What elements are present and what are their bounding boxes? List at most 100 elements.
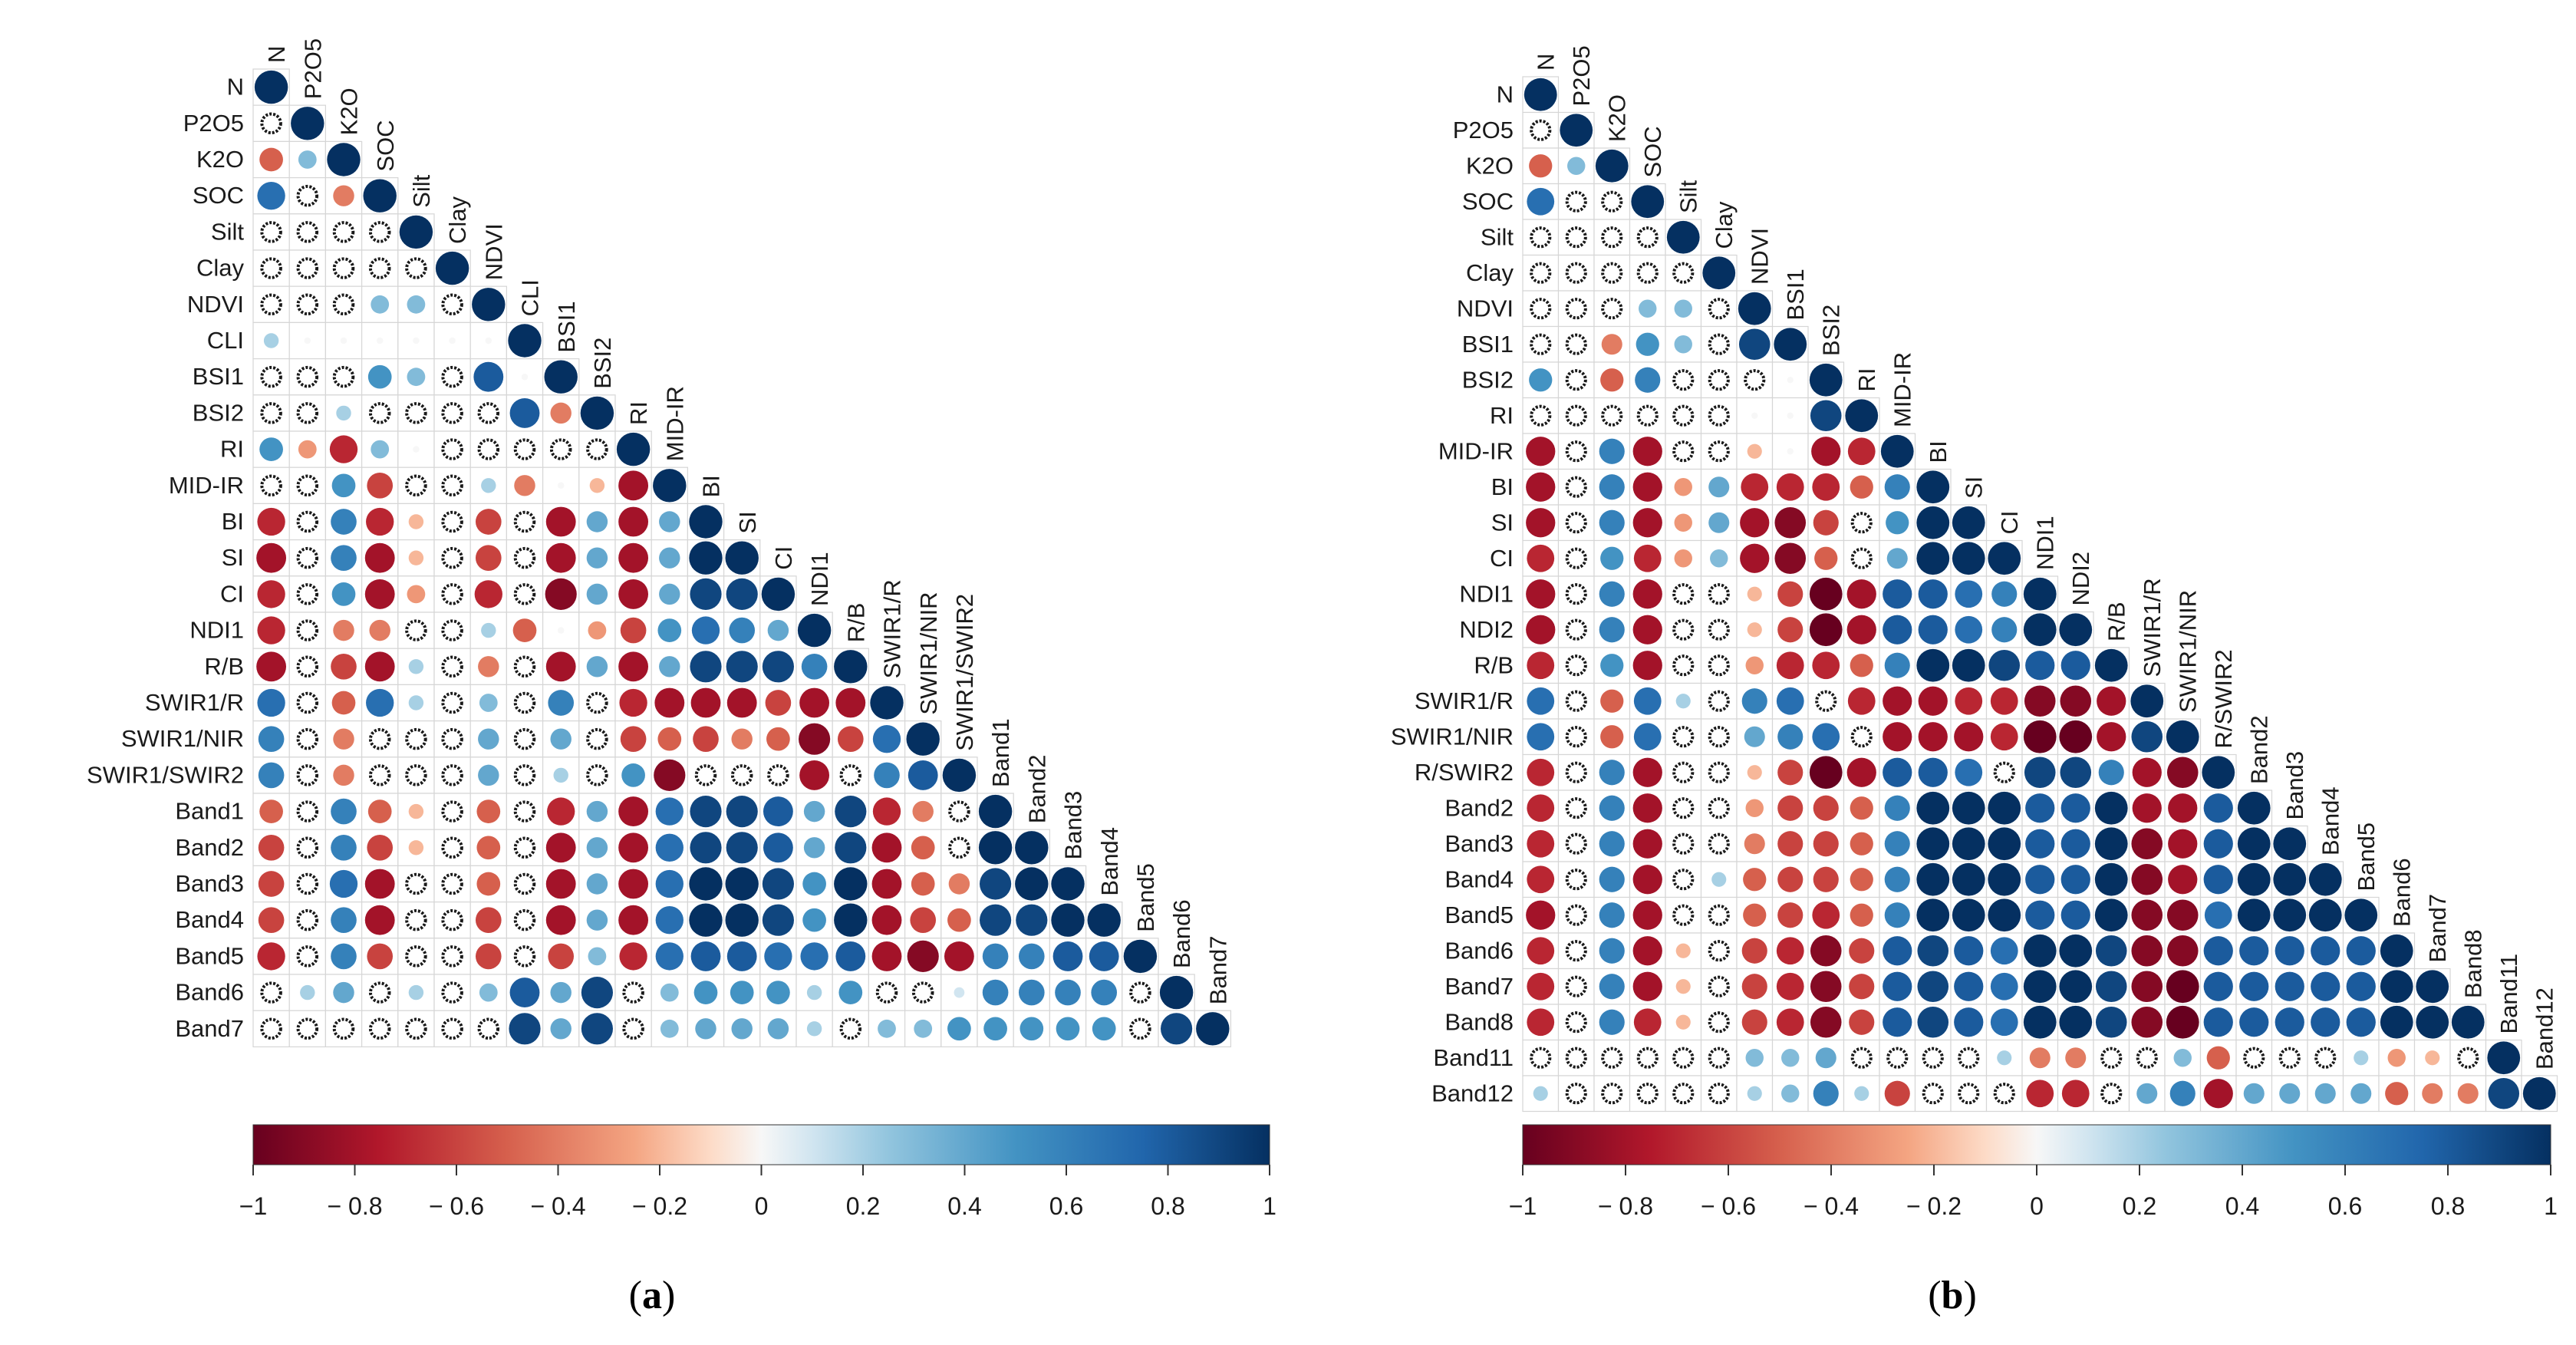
correlation-point bbox=[257, 507, 285, 536]
nonsignificant-marker bbox=[1565, 298, 1587, 320]
correlation-point bbox=[2237, 827, 2271, 861]
correlation-point bbox=[550, 402, 572, 424]
correlation-point bbox=[914, 1019, 933, 1038]
grid-cell bbox=[288, 177, 327, 215]
column-label: SWIR1/R bbox=[2139, 578, 2166, 677]
correlation-point bbox=[947, 908, 971, 932]
correlation-point bbox=[655, 833, 684, 862]
correlation-point bbox=[2239, 936, 2269, 966]
column-label: NDI1 bbox=[806, 552, 833, 606]
correlation-point bbox=[726, 832, 758, 864]
correlation-point bbox=[476, 799, 501, 823]
correlation-point bbox=[1850, 832, 1873, 855]
nonsignificant-marker bbox=[1129, 981, 1151, 1004]
correlation-point bbox=[1883, 686, 1912, 716]
correlation-point bbox=[258, 907, 285, 934]
colorbar-tick-label: − 0.2 bbox=[632, 1192, 687, 1220]
correlation-point bbox=[478, 656, 499, 677]
nonsignificant-marker bbox=[1636, 404, 1659, 427]
correlation-point bbox=[479, 983, 498, 1002]
row-label: Band3 bbox=[175, 870, 244, 897]
correlation-point bbox=[1918, 757, 1948, 787]
correlation-point bbox=[1674, 549, 1692, 568]
nonsignificant-marker bbox=[405, 945, 427, 968]
correlation-point bbox=[767, 619, 789, 641]
nonsignificant-marker bbox=[1565, 618, 1587, 641]
nonsignificant-marker bbox=[622, 1017, 644, 1040]
correlation-point bbox=[1702, 256, 1736, 290]
nonsignificant-marker bbox=[1672, 583, 1695, 605]
nonsignificant-marker bbox=[441, 655, 463, 678]
correlation-point bbox=[1880, 434, 1914, 468]
row-label: Band6 bbox=[175, 979, 244, 1006]
correlation-point bbox=[871, 905, 902, 935]
row-label: SWIR1/R bbox=[1415, 687, 1514, 714]
correlation-point bbox=[1846, 757, 1876, 787]
correlation-point bbox=[2173, 1049, 2192, 1067]
correlation-point bbox=[449, 337, 456, 344]
correlation-point bbox=[1526, 437, 1556, 466]
correlation-point bbox=[1988, 791, 2021, 825]
correlation-point bbox=[2380, 970, 2413, 1004]
correlation-point bbox=[799, 687, 830, 718]
correlation-point bbox=[367, 943, 394, 970]
correlation-point bbox=[871, 832, 902, 863]
nonsignificant-marker bbox=[441, 474, 463, 497]
colorbar-tick-label: − 0.8 bbox=[1598, 1192, 1653, 1220]
correlation-point bbox=[257, 942, 285, 971]
correlation-point bbox=[1776, 972, 1804, 1001]
correlation-point bbox=[1814, 546, 1838, 570]
nonsignificant-marker bbox=[332, 293, 355, 316]
nonsignificant-marker bbox=[1672, 761, 1695, 783]
row-label: NDI1 bbox=[1459, 580, 1514, 607]
correlation-point bbox=[1738, 292, 1771, 325]
column-label: CLI bbox=[517, 279, 544, 316]
correlation-point bbox=[364, 869, 395, 899]
correlation-point bbox=[545, 832, 576, 863]
nonsignificant-marker bbox=[1565, 940, 1587, 962]
correlation-point bbox=[1633, 544, 1662, 572]
nonsignificant-marker bbox=[1530, 226, 1552, 249]
correlation-point bbox=[367, 364, 392, 389]
correlation-point bbox=[1674, 335, 1692, 354]
column-label: NDI2 bbox=[2067, 552, 2094, 606]
correlation-point bbox=[1809, 577, 1843, 611]
nonsignificant-marker bbox=[1565, 1083, 1587, 1105]
nonsignificant-marker bbox=[1601, 190, 1623, 213]
correlation-point bbox=[2203, 971, 2233, 1001]
correlation-point bbox=[806, 1021, 822, 1037]
nonsignificant-marker bbox=[1565, 975, 1587, 997]
correlation-point bbox=[2488, 1077, 2520, 1109]
correlation-point bbox=[512, 618, 537, 642]
correlation-point bbox=[1777, 724, 1804, 750]
nonsignificant-marker bbox=[296, 583, 319, 605]
correlation-point bbox=[1740, 543, 1770, 573]
correlation-point bbox=[1600, 654, 1624, 677]
correlation-point bbox=[2166, 757, 2199, 789]
correlation-point bbox=[1954, 971, 1984, 1001]
nonsignificant-marker bbox=[1672, 726, 1695, 748]
correlation-point bbox=[2059, 720, 2093, 753]
nonsignificant-marker bbox=[441, 1017, 463, 1040]
correlation-point bbox=[329, 869, 358, 898]
correlation-point bbox=[259, 799, 283, 823]
correlation-point bbox=[1751, 412, 1758, 419]
correlation-point bbox=[982, 979, 1009, 1006]
grid-cell bbox=[361, 213, 399, 251]
column-label: BSI2 bbox=[1818, 305, 1845, 356]
nonsignificant-marker bbox=[296, 727, 319, 750]
correlation-point bbox=[2132, 793, 2162, 823]
nonsignificant-marker bbox=[622, 981, 644, 1004]
nonsignificant-marker bbox=[1886, 1047, 1909, 1069]
column-label: SOC bbox=[1639, 126, 1666, 177]
correlation-point bbox=[1632, 829, 1662, 859]
correlation-point bbox=[586, 656, 608, 677]
correlation-point bbox=[695, 1018, 716, 1040]
nonsignificant-marker bbox=[368, 221, 391, 243]
correlation-point bbox=[1781, 1049, 1800, 1067]
correlation-point bbox=[1884, 652, 1910, 678]
correlation-point bbox=[2243, 1083, 2265, 1104]
nonsignificant-marker bbox=[296, 221, 319, 243]
nonsignificant-marker bbox=[1565, 512, 1587, 534]
row-label: RI bbox=[1490, 402, 1514, 429]
